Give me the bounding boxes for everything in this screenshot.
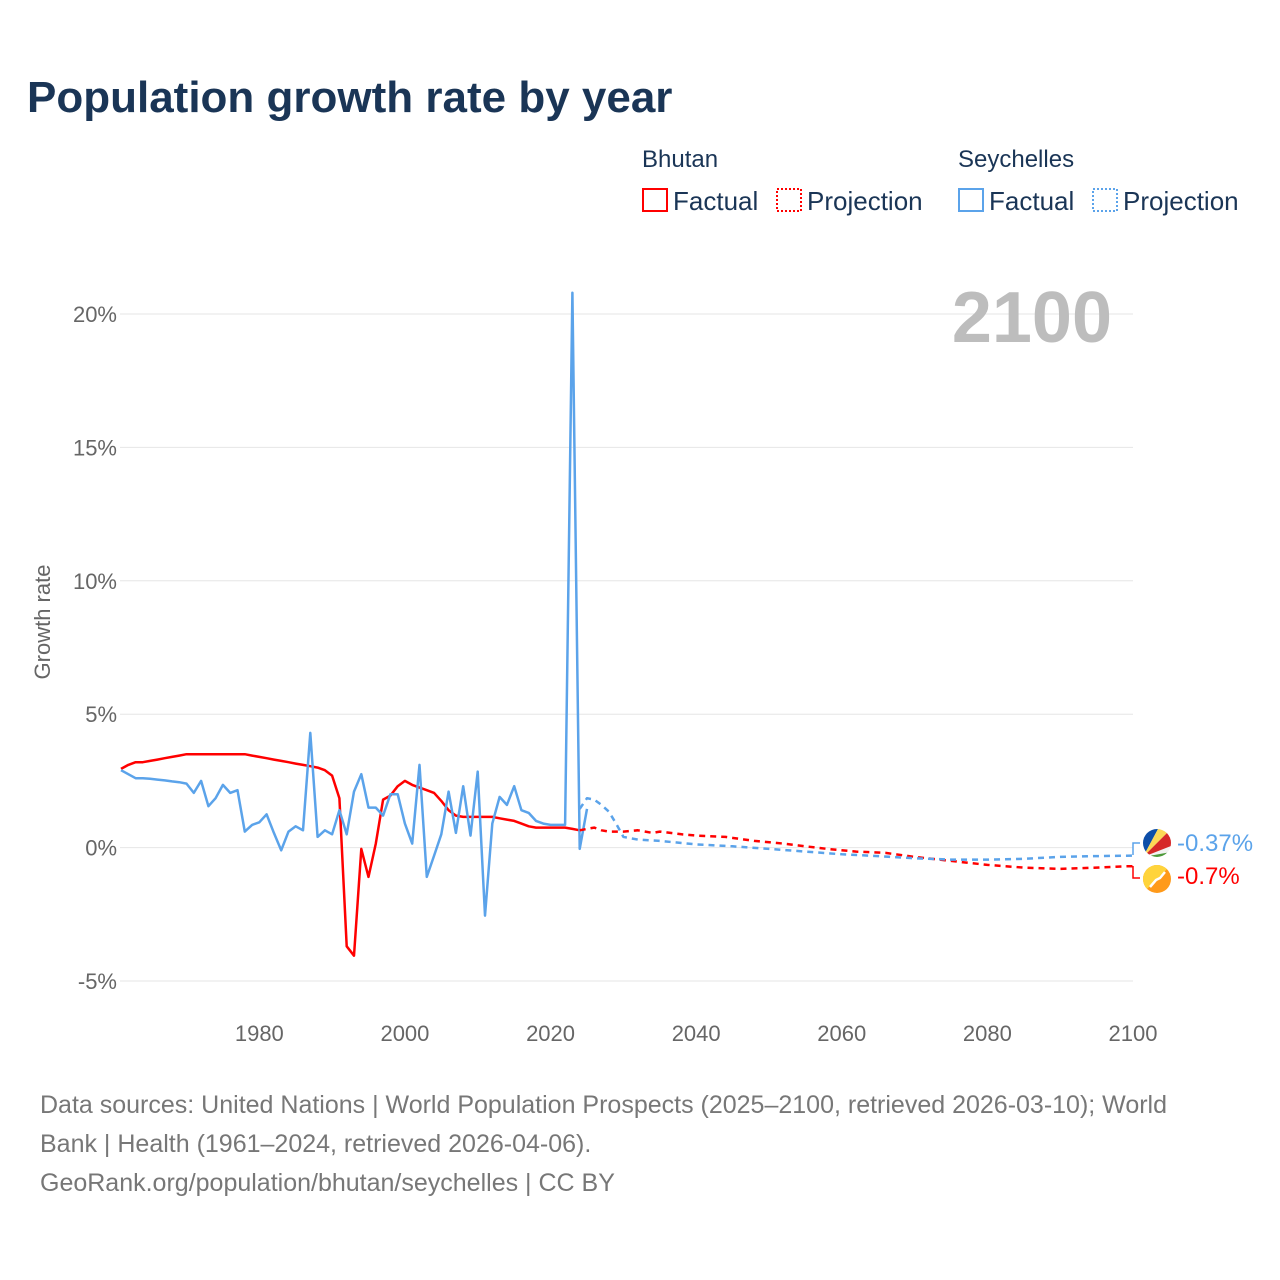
footer: Data sources: United Nations | World Pop… — [40, 1091, 1167, 1197]
legend-swatch-seychelles-factual — [958, 188, 984, 212]
legend-label-seychelles-factual[interactable]: Factual — [989, 186, 1074, 216]
x-tick-label: 1980 — [235, 1021, 284, 1046]
legend-swatch-bhutan-projection — [776, 188, 802, 212]
end-markers: -0.37% -0.7% — [1132, 829, 1253, 893]
footer-attribution-link[interactable]: GeoRank.org/population/bhutan/seychelles… — [40, 1169, 615, 1197]
seychelles-connector — [1132, 842, 1140, 855]
y-axis-label: Growth rate — [30, 565, 55, 680]
legend: Bhutan Factual Projection Seychelles Fac… — [642, 146, 1239, 216]
y-tick-label: -5% — [78, 969, 117, 994]
legend-label-bhutan-projection[interactable]: Projection — [807, 186, 923, 216]
bhutan-projection-line — [579, 826, 1133, 871]
bhutan-connector — [1132, 866, 1140, 879]
bhutan-end-value: -0.7% — [1177, 863, 1240, 890]
x-tick-label: 2020 — [526, 1021, 575, 1046]
legend-swatch-seychelles-projection — [1092, 188, 1118, 212]
legend-heading-bhutan: Bhutan — [642, 146, 718, 173]
legend-label-seychelles-projection[interactable]: Projection — [1123, 186, 1239, 216]
y-tick-label: 20% — [73, 302, 117, 327]
legend-heading-seychelles: Seychelles — [958, 146, 1074, 173]
y-tick-label: 10% — [73, 569, 117, 594]
x-tick-label: 2060 — [817, 1021, 866, 1046]
x-tick-label: 2080 — [963, 1021, 1012, 1046]
x-tick-label: 2000 — [380, 1021, 429, 1046]
seychelles-flag-icon — [1143, 829, 1171, 857]
x-tick-label: 2040 — [672, 1021, 721, 1046]
x-axis-ticks: 1980 2000 2020 2040 2060 2080 2100 — [235, 1021, 1158, 1046]
seychelles-projection-line — [578, 796, 1134, 861]
legend-swatch-bhutan-factual — [642, 188, 668, 212]
bhutan-flag-icon — [1143, 865, 1171, 893]
y-tick-label: 0% — [85, 836, 117, 861]
x-tick-label: 2100 — [1109, 1021, 1158, 1046]
y-tick-label: 15% — [73, 435, 117, 460]
current-year-label: 2100 — [952, 278, 1112, 358]
legend-label-bhutan-factual[interactable]: Factual — [673, 186, 758, 216]
series-lines — [120, 291, 1134, 957]
chart-title: Population growth rate by year — [27, 73, 672, 122]
footer-source-line-1: Data sources: United Nations | World Pop… — [40, 1091, 1167, 1119]
bhutan-factual-line — [120, 752, 580, 957]
y-axis-ticks: -5% 0% 5% 10% 15% 20% — [73, 302, 117, 994]
seychelles-end-value: -0.37% — [1177, 830, 1253, 857]
gridlines — [120, 313, 1133, 982]
seychelles-factual-line — [120, 291, 589, 917]
y-tick-label: 5% — [85, 702, 117, 727]
footer-source-line-2: Bank | Health (1961–2024, retrieved 2026… — [40, 1130, 591, 1158]
